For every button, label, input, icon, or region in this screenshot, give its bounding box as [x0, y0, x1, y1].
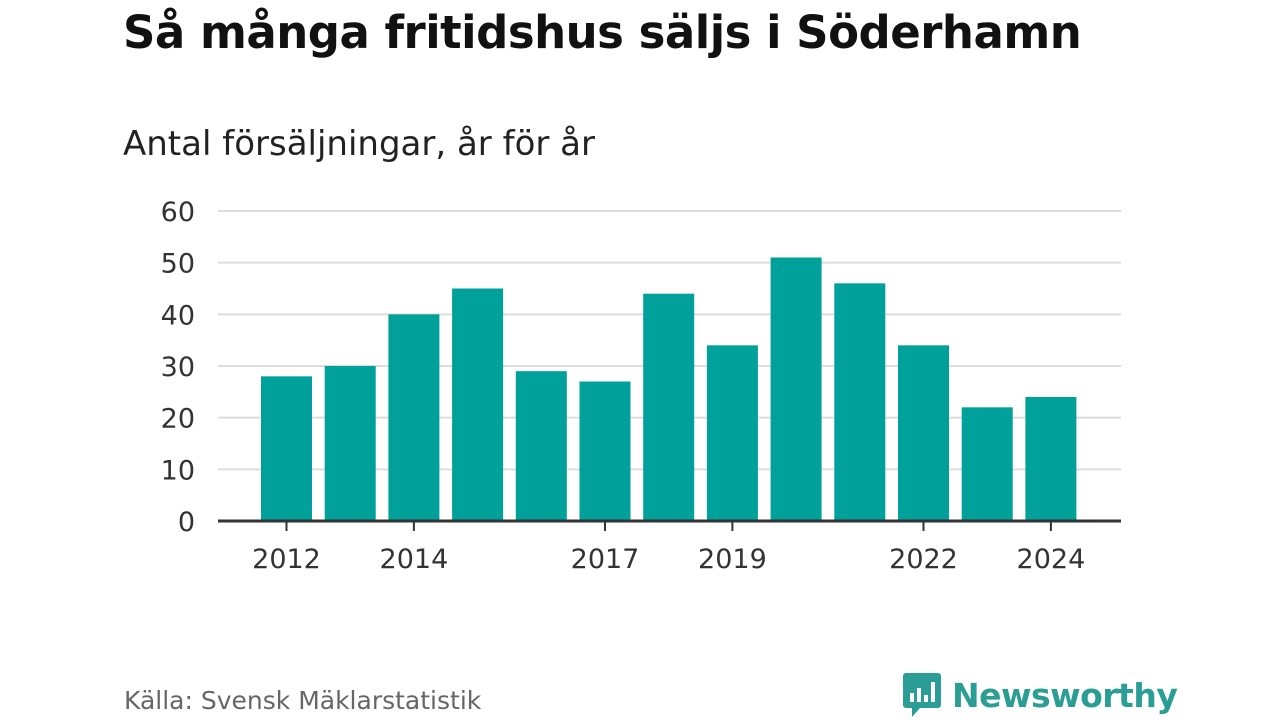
y-tick-label: 10: [161, 455, 195, 486]
y-tick-label: 50: [161, 249, 195, 280]
bar-2021: [834, 283, 886, 521]
brand-name: Newsworthy: [952, 675, 1178, 715]
bar-chart-speech-bubble-logo-icon: [903, 673, 941, 717]
x-tick-label: 2012: [252, 544, 321, 575]
source-note: Källa: Svensk Mäklarstatistik: [124, 686, 482, 715]
chart-subtitle: Antal försäljningar, år för år: [123, 124, 595, 164]
bar-2017: [579, 381, 631, 521]
bar-2018: [643, 293, 695, 521]
bar-2016: [515, 371, 567, 521]
x-tick-label: 2024: [1017, 544, 1086, 575]
y-tick-label: 30: [161, 352, 195, 383]
bar-2024: [1025, 397, 1077, 521]
x-tick-label: 2014: [380, 544, 449, 575]
bar-2020: [770, 257, 822, 521]
bar-2012: [261, 376, 312, 521]
bar-2015: [452, 288, 504, 521]
y-tick-label: 20: [161, 404, 195, 435]
y-tick-label: 60: [161, 197, 195, 228]
bar-2022: [898, 345, 949, 521]
y-tick-label: 40: [161, 300, 195, 331]
chart-title: Så många fritidshus säljs i Söderhamn: [123, 6, 1082, 59]
y-tick-label: 0: [178, 507, 195, 538]
bar-2023: [961, 407, 1013, 521]
axes: 0 10 20 30 40 50 60 2012 2014 2017 2019 2022 2024: [161, 197, 1121, 575]
x-tick-label: 2019: [698, 544, 767, 575]
bars: [261, 257, 1077, 521]
brand-logo: Newsworthy: [902, 671, 1178, 719]
bar-2014: [388, 314, 440, 521]
x-tick-label: 2022: [889, 544, 958, 575]
x-tick-label: 2017: [571, 544, 640, 575]
bar-2013: [324, 366, 376, 521]
bar-2019: [706, 345, 758, 521]
